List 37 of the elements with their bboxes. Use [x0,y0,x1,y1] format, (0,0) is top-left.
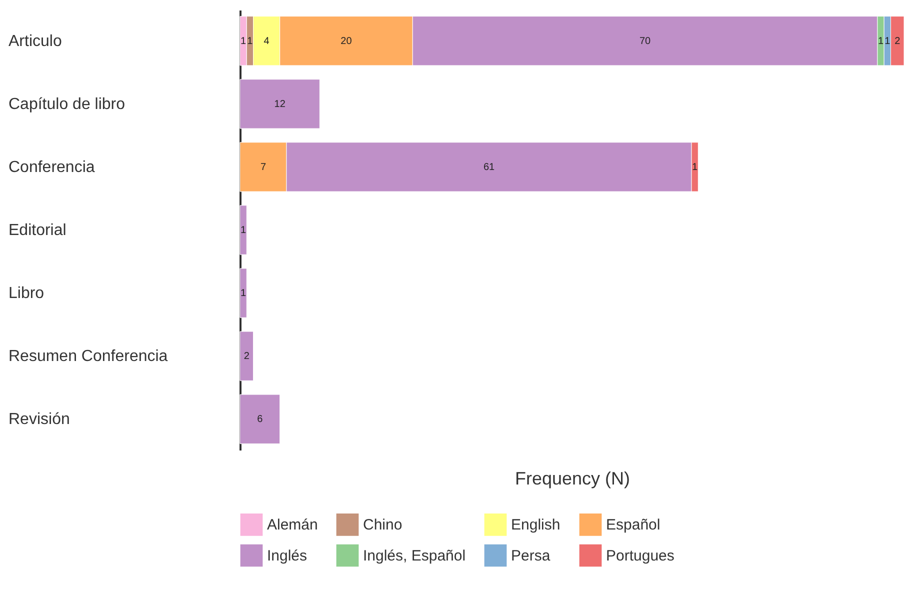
data-label: 2 [244,351,250,362]
data-label: 1 [692,162,698,173]
data-label: 7 [260,162,266,173]
y-tick-label: Revisión [8,411,70,428]
legend-label: English [511,516,560,534]
data-label: 2 [894,36,901,47]
legend-label: Alemán [267,516,318,534]
legend-label: Español [606,516,660,534]
data-label: 12 [274,98,286,110]
y-tick-label: Conferencia [8,158,95,176]
legend-label: Persa [511,548,551,564]
data-label: 1 [247,36,254,47]
data-label: 70 [639,36,652,47]
y-tick-label: Libro [8,285,44,302]
data-label: 6 [257,414,264,426]
data-label: 61 [483,162,495,173]
legend-label: Inglés, Español [363,548,466,564]
data-label: 1 [240,288,247,300]
y-tick-label: Editorial [8,222,66,239]
data-label: 1 [240,225,247,236]
y-tick-label: Capítulo de libro [8,96,126,113]
data-label: 1 [884,36,891,47]
bar [240,205,247,255]
bar [240,394,280,444]
data-label: 1 [878,36,884,47]
bar [240,79,320,129]
data-label: 20 [340,36,352,47]
x-axis-title: Frequency (N) [514,468,630,488]
bar [240,268,247,318]
data-label: 1 [240,36,247,47]
data-label: 4 [264,36,270,47]
bar [240,331,254,381]
legend-label: Portugues [606,548,674,564]
legend-label: Chino [363,516,402,534]
y-tick-label: Articulo [8,32,62,50]
y-tick-label: Resumen Conferencia [8,348,168,366]
legend-label: Inglés [267,548,308,564]
